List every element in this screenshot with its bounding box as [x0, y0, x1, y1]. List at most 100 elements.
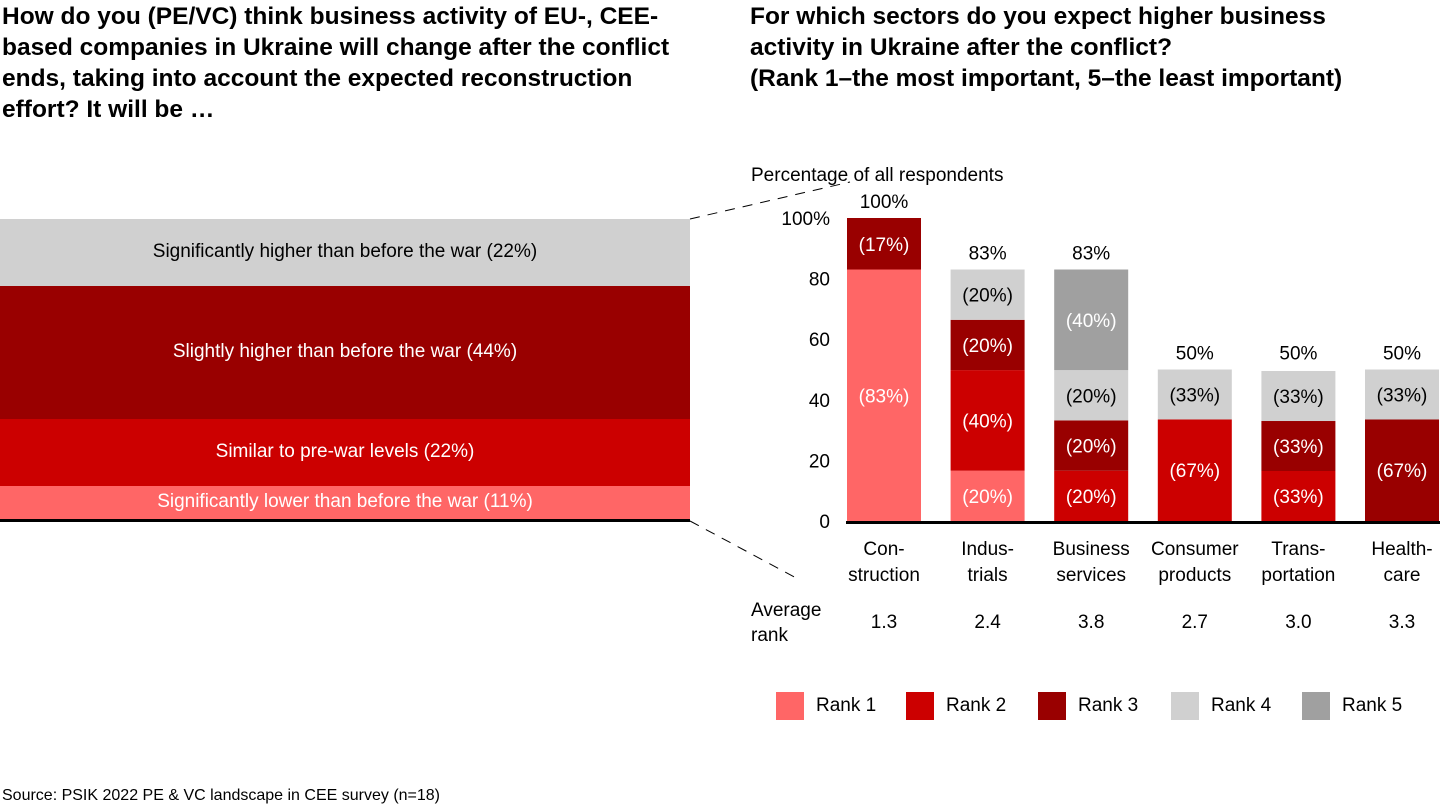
bar-segment-rank-4 — [1261, 371, 1336, 422]
left-bar-baseline — [0, 519, 690, 522]
y-tick-label: 80 — [809, 270, 830, 291]
x-category-label: Con- — [863, 539, 904, 560]
bar-segment-rank-3 — [1365, 419, 1439, 521]
y-tick-label: 40 — [809, 391, 830, 412]
average-rank-value: 2.4 — [974, 612, 1001, 633]
average-rank-value: 1.3 — [871, 612, 897, 633]
segment-significantly-lower: Significantly lower than before the war … — [0, 485, 690, 519]
bar-segment-rank-4 — [1054, 370, 1129, 421]
x-category-label: Trans- — [1271, 539, 1325, 560]
segment-similar: Similar to pre-war levels (22%) — [0, 419, 690, 486]
connector-top-dashed — [689, 181, 851, 220]
bar-segment-rank-3 — [950, 319, 1025, 371]
bar-total-label: 83% — [969, 244, 1007, 265]
bar-segment-rank-2 — [950, 370, 1025, 471]
x-category-label: Business — [1053, 539, 1130, 560]
avg-rank-label-line-1: Average — [751, 600, 821, 621]
source-note: Source: PSIK 2022 PE & VC landscape in C… — [2, 787, 441, 804]
segment-share-label: (20%) — [1066, 386, 1117, 407]
legend-swatch-rank-5 — [1302, 692, 1330, 720]
y-tick-label: 20 — [809, 451, 830, 472]
left-chart-title: How do you (PE/VC) think business activi… — [2, 3, 670, 123]
x-category-label: trials — [968, 565, 1008, 586]
bar-segment-rank-2 — [1157, 419, 1232, 521]
connector-bottom-dashed — [689, 520, 801, 581]
legend: Rank 1 Rank 2 Rank 3 Rank 4 Rank 5 — [776, 692, 1433, 720]
bar-segment-rank-5 — [1054, 269, 1129, 371]
segment-share-label: (20%) — [1066, 487, 1117, 508]
segment-share-label: (33%) — [1273, 487, 1324, 508]
legend-swatch-rank-2 — [906, 692, 934, 720]
average-rank-value: 3.0 — [1285, 612, 1311, 633]
segment-label: Significantly higher than before the war… — [152, 241, 538, 263]
segment-share-label: (20%) — [1066, 437, 1117, 458]
segment-significantly-higher: Significantly higher than before the war… — [0, 219, 690, 286]
segment-share-label: (40%) — [1066, 311, 1117, 332]
legend-item-rank-4: Rank 4 — [1171, 692, 1302, 720]
sentiment-stacked-bar: Significantly higher than before the war… — [0, 219, 690, 521]
legend-label: Rank 3 — [1078, 695, 1139, 716]
bar-segment-rank-4 — [1157, 369, 1232, 420]
bar-total-label: 50% — [1383, 344, 1421, 365]
bar-segment-rank-4 — [1365, 369, 1439, 420]
segment-share-label: (67%) — [1377, 461, 1428, 482]
bar-total-label: 50% — [1176, 344, 1214, 365]
segment-share-label: (20%) — [962, 487, 1013, 508]
average-rank-value: 3.8 — [1078, 612, 1104, 633]
x-category-label: Indus- — [961, 539, 1014, 560]
segment-share-label: (40%) — [962, 411, 1013, 432]
segment-share-label: (17%) — [859, 235, 910, 256]
right-title-line-3: (Rank 1–the most important, 5–the least … — [750, 65, 1343, 92]
bar-segment-rank-4 — [950, 269, 1025, 320]
legend-swatch-rank-3 — [1038, 692, 1066, 720]
legend-item-rank-5: Rank 5 — [1302, 692, 1433, 720]
bar-total-label: 100% — [860, 192, 909, 213]
x-category-label: Consumer — [1151, 539, 1239, 560]
legend-label: Rank 5 — [1342, 695, 1403, 716]
x-category-label: portation — [1261, 565, 1335, 586]
average-rank-value: 2.7 — [1182, 612, 1208, 633]
legend-label: Rank 2 — [946, 695, 1007, 716]
x-category-label: services — [1056, 565, 1126, 586]
y-tick-label: 60 — [809, 330, 830, 351]
x-category-label: Health- — [1371, 539, 1432, 560]
segment-label: Slightly higher than before the war (44%… — [172, 341, 518, 363]
right-title-line-2: activity in Ukraine after the conflict? — [750, 34, 1173, 61]
bar-segment-rank-3 — [1261, 421, 1336, 472]
bar-segment-rank-3 — [847, 218, 921, 270]
y-axis-title: Percentage of all respondents — [751, 165, 1003, 186]
x-category-label: care — [1384, 565, 1421, 586]
legend-swatch-rank-4 — [1171, 692, 1199, 720]
segment-slightly-higher: Slightly higher than before the war (44%… — [0, 285, 690, 419]
right-title-line-1: For which sectors do you expect higher b… — [750, 3, 1326, 30]
y-tick-label: 0 — [819, 512, 830, 533]
segment-share-label: (33%) — [1273, 437, 1324, 458]
bar-segment-rank-2 — [1261, 471, 1336, 521]
bar-segment-rank-3 — [1054, 420, 1129, 471]
legend-item-rank-1: Rank 1 — [776, 692, 906, 720]
bar-segment-rank-1 — [950, 470, 1025, 521]
bar-segment-rank-1 — [847, 269, 921, 521]
x-category-label: products — [1158, 565, 1231, 586]
bar-total-label: 83% — [1072, 244, 1110, 265]
y-tick-label: 100% — [781, 209, 830, 230]
legend-item-rank-3: Rank 3 — [1038, 692, 1171, 720]
segment-share-label: (33%) — [1377, 385, 1428, 406]
bar-total-label: 50% — [1279, 344, 1317, 365]
average-rank-value: 3.3 — [1389, 612, 1415, 633]
segment-share-label: (33%) — [1169, 385, 1220, 406]
legend-swatch-rank-1 — [776, 692, 804, 720]
avg-rank-label-line-2: rank — [751, 625, 788, 646]
legend-label: Rank 1 — [816, 695, 877, 716]
x-category-label: struction — [848, 565, 920, 586]
bar-segment-rank-2 — [1054, 470, 1129, 521]
segment-label: Similar to pre-war levels (22%) — [215, 441, 475, 463]
segment-share-label: (67%) — [1169, 461, 1220, 482]
segment-share-label: (20%) — [962, 286, 1013, 307]
legend-label: Rank 4 — [1211, 695, 1272, 716]
segment-label: Significantly lower than before the war … — [157, 491, 533, 513]
legend-item-rank-2: Rank 2 — [906, 692, 1038, 720]
segment-share-label: (20%) — [962, 336, 1013, 357]
segment-share-label: (83%) — [859, 386, 910, 407]
